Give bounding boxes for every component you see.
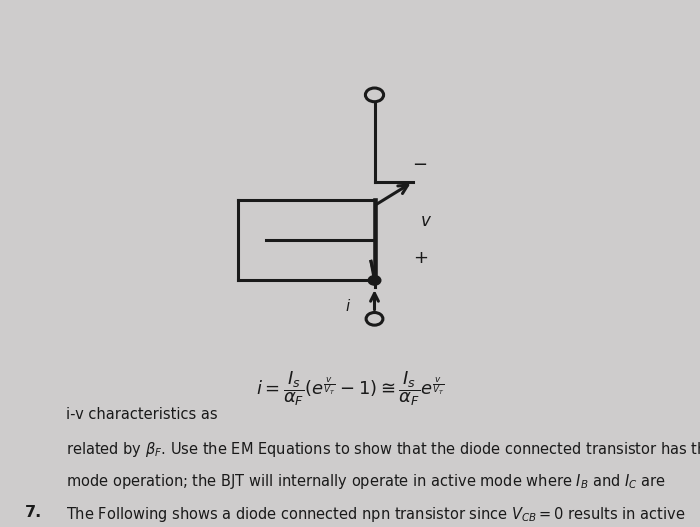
Circle shape: [368, 276, 381, 285]
Text: The Following shows a diode connected npn transistor since $V_{CB}=0$ results in: The Following shows a diode connected np…: [66, 505, 686, 524]
Text: $i$: $i$: [345, 298, 351, 314]
Text: 7.: 7.: [25, 505, 42, 520]
Text: $+$: $+$: [413, 249, 428, 267]
Text: mode operation; the BJT will internally operate in active mode where $I_B$ and $: mode operation; the BJT will internally …: [66, 472, 666, 491]
Text: i-v characteristics as: i-v characteristics as: [66, 407, 218, 422]
Text: $-$: $-$: [412, 154, 427, 172]
Text: $v$: $v$: [420, 213, 432, 230]
Text: $i = \dfrac{I_s}{\alpha_F}(e^{\frac{v}{V_T}} - 1) \cong \dfrac{I_s}{\alpha_F}e^{: $i = \dfrac{I_s}{\alpha_F}(e^{\frac{v}{V…: [256, 369, 444, 407]
Text: related by $\beta_F$. Use the EM Equations to show that the diode connected tran: related by $\beta_F$. Use the EM Equatio…: [66, 440, 700, 458]
